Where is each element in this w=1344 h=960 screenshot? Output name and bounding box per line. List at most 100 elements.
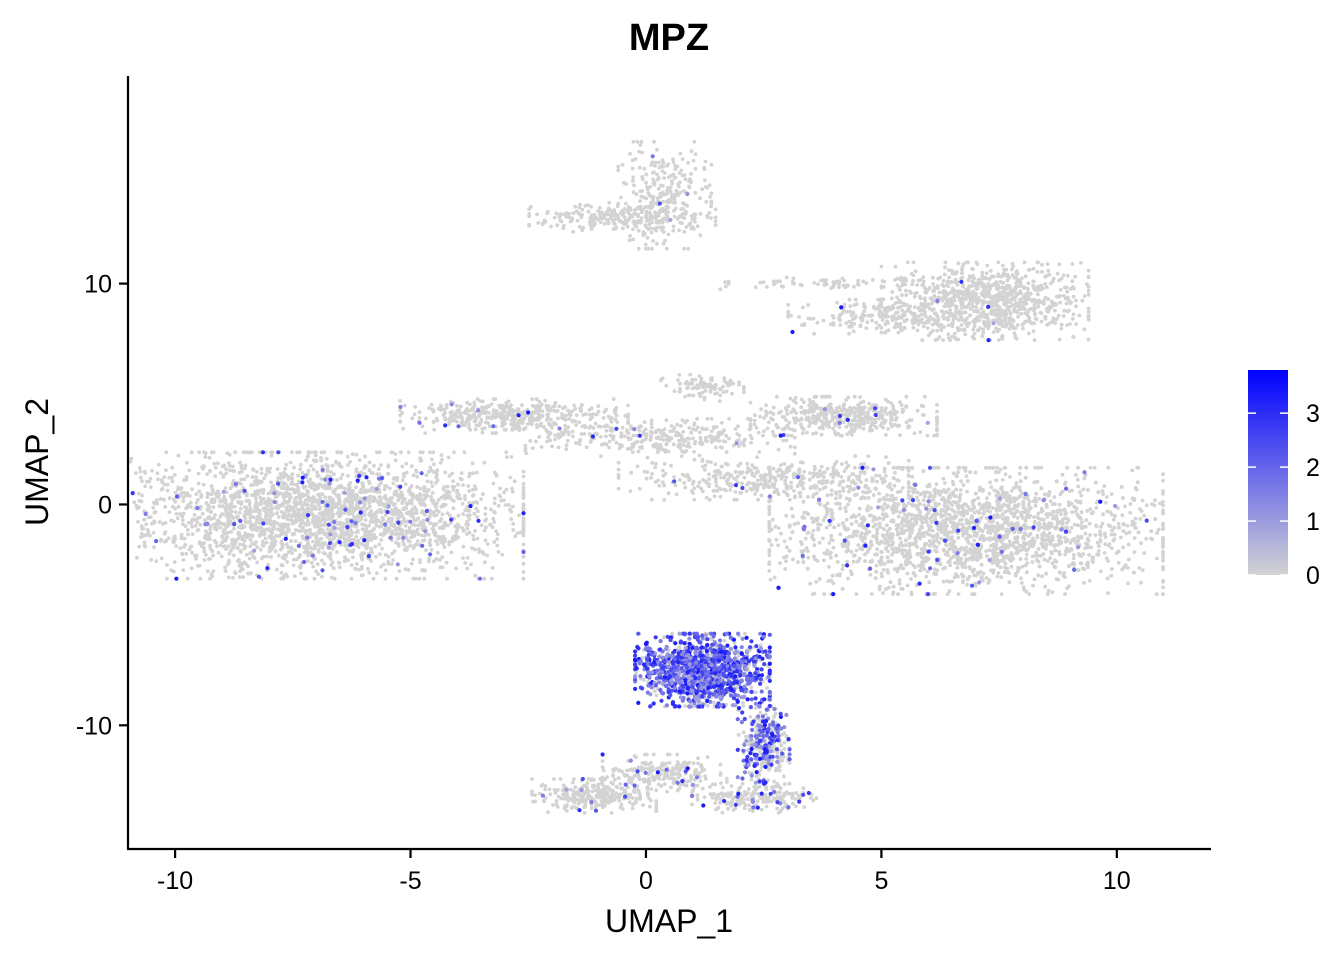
cell-point xyxy=(339,450,343,455)
cell-point xyxy=(715,489,720,493)
cell-point xyxy=(510,486,514,491)
cell-point xyxy=(440,457,444,462)
cell-point xyxy=(756,497,760,502)
cell-point xyxy=(458,404,463,409)
cell-point xyxy=(361,543,366,548)
cell-point xyxy=(449,550,454,555)
cell-point xyxy=(1123,504,1127,509)
cell-point xyxy=(396,498,401,503)
cell-point xyxy=(218,543,223,547)
cell-point xyxy=(367,535,371,540)
cell-point xyxy=(170,465,175,470)
cell-point xyxy=(1033,465,1038,470)
cell-point xyxy=(489,576,494,581)
cell-point xyxy=(213,513,217,517)
cell-point xyxy=(444,403,449,408)
cell-point xyxy=(493,510,497,515)
cell-point xyxy=(349,576,354,581)
cell-point xyxy=(317,537,322,542)
cell-point xyxy=(336,493,341,497)
cell-point xyxy=(239,466,244,470)
cell-point xyxy=(158,497,163,501)
cell-point xyxy=(472,484,477,488)
cell-point xyxy=(211,450,216,455)
cell-point xyxy=(269,450,273,455)
cell-point xyxy=(896,502,901,506)
cell-point xyxy=(218,514,223,519)
cell-point xyxy=(470,546,474,550)
cell-point xyxy=(1138,507,1142,511)
cell-point xyxy=(394,531,399,536)
cell-point xyxy=(884,474,888,478)
cell-point xyxy=(544,428,549,432)
cell-point xyxy=(306,454,310,459)
cell-point xyxy=(537,435,542,439)
cell-point xyxy=(615,420,620,424)
cell-point xyxy=(915,495,919,500)
cell-point xyxy=(775,490,780,494)
cell-point xyxy=(450,484,455,489)
cell-point xyxy=(1132,536,1137,540)
cell-point xyxy=(231,545,236,549)
cell-point xyxy=(556,445,561,450)
cell-point xyxy=(314,484,318,489)
cell-point xyxy=(682,480,687,485)
cell-point xyxy=(409,501,414,506)
cell-point xyxy=(383,484,387,488)
cell-point xyxy=(328,495,333,500)
cell-point xyxy=(470,406,475,411)
cell-point xyxy=(322,562,327,566)
cell-point xyxy=(660,480,665,484)
cell-point xyxy=(472,400,477,405)
cell-point xyxy=(752,422,757,427)
cell-point xyxy=(365,506,369,511)
cell-point xyxy=(492,540,497,544)
cell-point xyxy=(411,576,416,581)
cell-point xyxy=(325,534,329,539)
cell-point xyxy=(265,554,269,559)
cell-point xyxy=(465,556,470,560)
cell-point xyxy=(475,509,480,514)
cell-point xyxy=(293,528,298,532)
cell-point xyxy=(627,437,631,442)
cell-point xyxy=(515,531,520,536)
cell-point xyxy=(190,487,194,491)
cell-point xyxy=(302,550,307,555)
cell-point xyxy=(788,444,793,449)
cell-point xyxy=(1109,492,1114,496)
cell-point xyxy=(505,455,509,460)
cell-point xyxy=(211,569,216,574)
cell-point xyxy=(363,502,367,507)
cell-point xyxy=(224,509,229,514)
cell-point xyxy=(272,536,276,540)
cell-point xyxy=(1052,495,1057,499)
cell-point xyxy=(279,563,284,567)
cell-point xyxy=(689,430,693,435)
cell-point xyxy=(718,494,723,499)
cell-point xyxy=(713,469,717,474)
cell-point xyxy=(563,418,568,422)
cell-point xyxy=(165,563,169,567)
cell-point xyxy=(847,489,851,494)
cell-point xyxy=(712,494,717,499)
cell-point xyxy=(863,485,867,489)
cell-point xyxy=(789,485,794,489)
cell-point xyxy=(251,493,255,497)
cell-point xyxy=(234,538,239,542)
cell-point xyxy=(1039,465,1044,470)
cell-point xyxy=(444,560,449,565)
cell-point xyxy=(369,550,373,555)
cell-point xyxy=(791,472,796,477)
cell-point xyxy=(248,538,253,542)
cell-point xyxy=(497,493,502,498)
cell-point xyxy=(825,548,830,553)
cell-point xyxy=(186,532,191,537)
cell-point xyxy=(834,459,839,464)
cell-point xyxy=(296,473,300,478)
cell-point xyxy=(208,524,213,529)
cell-point xyxy=(298,462,303,467)
cell-point xyxy=(389,518,394,522)
cell-point xyxy=(343,486,347,491)
cell-point xyxy=(588,417,593,422)
cell-point xyxy=(386,471,391,476)
